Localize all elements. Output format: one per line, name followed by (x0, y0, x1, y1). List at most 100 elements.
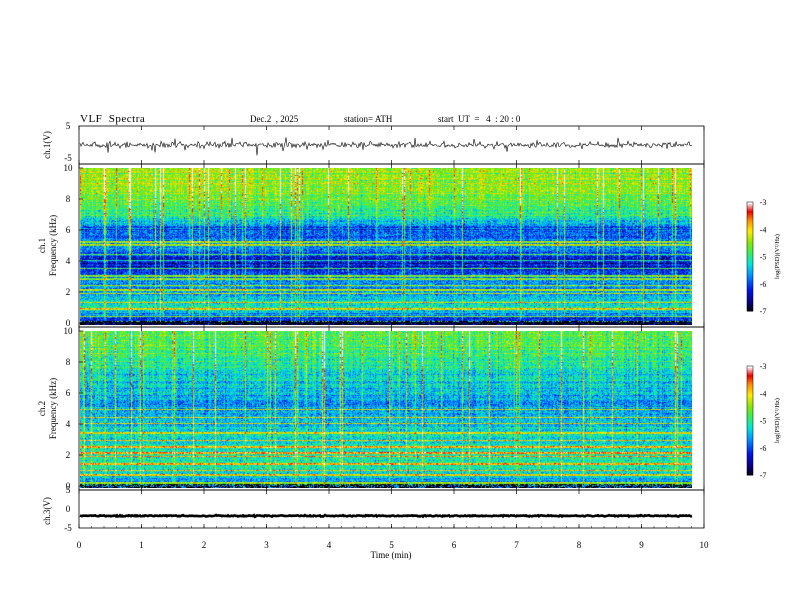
colorbar-swatch (747, 398, 753, 402)
colorbar-swatch (747, 378, 753, 382)
colorbar-swatch (747, 373, 753, 376)
spec-frequency-label: Frequency (kHz) (48, 378, 58, 439)
colorbar-swatch (747, 380, 753, 383)
colorbar-swatch (747, 456, 753, 460)
colorbar-swatch (747, 214, 753, 218)
ch2-spectrogram-image (80, 331, 692, 488)
colorbar-swatch (747, 238, 753, 241)
colorbar-swatch (747, 245, 753, 248)
colorbar-swatch (747, 216, 753, 219)
chart-title: VLF Spectra (80, 113, 146, 125)
colorbar-swatch (747, 292, 753, 296)
colorbar-swatch (747, 240, 753, 243)
colorbar-swatch (747, 449, 753, 452)
colorbar-swatch (747, 258, 753, 261)
colorbar-swatch (747, 220, 753, 223)
xtick-label: 5 (389, 540, 394, 550)
colorbar-swatch (747, 285, 753, 288)
colorbar-swatch (747, 294, 753, 297)
spec-frequency-label: Frequency (kHz) (48, 215, 58, 276)
colorbar-swatch (747, 460, 753, 463)
colorbar-swatch (747, 281, 753, 285)
colorbar-swatch (747, 307, 753, 310)
start-time-label: start UT = 4 : 20 : 0 (438, 114, 521, 124)
colorbar-swatch (747, 271, 753, 274)
colorbar-swatch (747, 440, 753, 443)
colorbar-swatch (747, 236, 753, 239)
colorbar-tick-label: -4 (760, 225, 767, 234)
spec-ytick-label: 6 (66, 225, 71, 235)
colorbar-swatch (747, 234, 753, 238)
colorbar-swatch (747, 424, 753, 427)
colorbar-swatch (747, 425, 753, 429)
colorbar-swatch (747, 422, 753, 425)
colorbar-swatch (747, 402, 753, 405)
colorbar-swatch (747, 289, 753, 292)
date-label: Dec.2 , 2025 (250, 114, 299, 124)
colorbar-swatch (747, 436, 753, 440)
colorbar-swatch (747, 212, 753, 216)
xtick-label: 0 (77, 540, 82, 550)
colorbar-swatch (747, 203, 753, 207)
colorbar-swatch (747, 287, 753, 290)
colorbar-swatch (747, 413, 753, 416)
colorbar-swatch (747, 249, 753, 252)
colorbar-swatch (747, 296, 753, 299)
colorbar-swatch (747, 473, 753, 476)
colorbar-swatch (747, 371, 753, 374)
colorbar-swatch (747, 205, 753, 208)
ch3-ytick-label: -5 (64, 523, 72, 533)
colorbar-swatch (747, 418, 753, 421)
colorbar-swatch (747, 367, 753, 371)
spec-ytick-label: 10 (64, 163, 74, 173)
colorbar-swatch (747, 467, 753, 471)
colorbar-frame (746, 365, 754, 476)
spec-ytick-label: 2 (66, 450, 71, 460)
ch1-spectrogram-image (80, 168, 692, 325)
station-label: station= ATH (344, 114, 393, 124)
colorbar-swatch (747, 445, 753, 449)
colorbar-swatch (747, 389, 753, 392)
colorbar-swatch (747, 469, 753, 472)
colorbar-swatch (747, 407, 753, 411)
colorbar-swatch (747, 260, 753, 263)
colorbar-swatch (747, 393, 753, 396)
colorbar-swatch (747, 385, 753, 389)
colorbar-swatch (747, 453, 753, 456)
colorbar-swatch (747, 404, 753, 407)
colorbar-swatch (747, 291, 753, 294)
colorbar-swatch (747, 305, 753, 308)
colorbar-swatch (747, 278, 753, 281)
colorbar-swatch (747, 301, 753, 305)
colorbar-frame (746, 201, 754, 312)
colorbar-swatch (747, 241, 753, 245)
spec-ytick-label: 0 (66, 481, 71, 491)
ch3-waveform-frame (78, 489, 705, 529)
spec-ytick-label: 8 (66, 194, 71, 204)
colorbar-swatch (747, 256, 753, 259)
ch1-ylabel: ch.1(V) (42, 131, 52, 159)
colorbar-swatch (747, 221, 753, 225)
colorbar-swatch (747, 298, 753, 301)
colorbar-label: log(PSD)(V²/Hz) (774, 234, 781, 279)
colorbar-swatch (747, 247, 753, 250)
colorbar-swatch (747, 251, 753, 254)
xtick-label: 1 (139, 540, 144, 550)
ch3-waveform-trace (79, 513, 693, 519)
colorbar-swatch (747, 254, 753, 257)
colorbar-swatch (747, 416, 753, 420)
colorbar-swatch (747, 396, 753, 400)
colorbar-swatch (747, 209, 753, 212)
spec-channel-label: ch.1 (37, 238, 47, 253)
xtick-label: 7 (514, 540, 519, 550)
colorbar-tick-label: -4 (760, 389, 767, 398)
colorbar-swatch (747, 267, 753, 270)
xtick-label: 6 (452, 540, 457, 550)
x-axis-label: Time (min) (371, 550, 412, 560)
colorbar-swatch (747, 409, 753, 412)
colorbar-swatch (747, 451, 753, 454)
colorbar-swatch (747, 261, 753, 265)
colorbar-swatch (747, 366, 753, 369)
ch2-colorbar (746, 365, 754, 476)
colorbar-swatch (747, 415, 753, 418)
